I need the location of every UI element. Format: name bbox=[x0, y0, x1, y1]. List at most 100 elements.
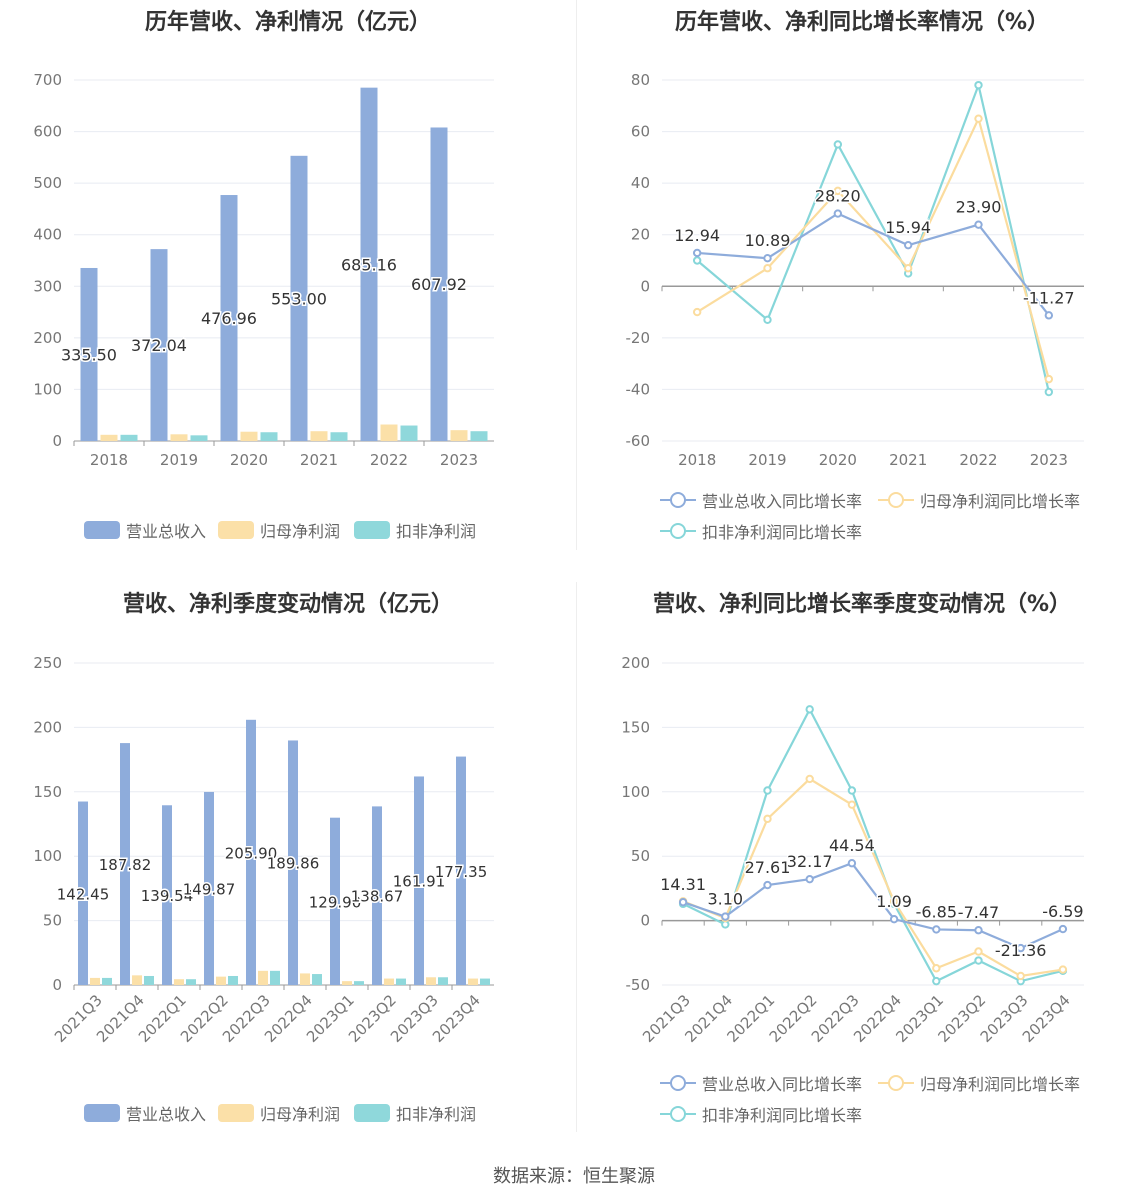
bar-0 bbox=[430, 127, 448, 441]
y-tick-label: 100 bbox=[33, 380, 62, 398]
legend-item-q-deducted-growth[interactable]: 扣非净利润同比增长率 bbox=[660, 1102, 862, 1126]
x-tick-label: 2018 bbox=[678, 451, 716, 469]
legend-item-q-revenue-growth[interactable]: 营业总收入同比增长率 bbox=[660, 1071, 862, 1095]
legend-item-revenue[interactable]: 营业总收入 bbox=[84, 518, 206, 542]
data-label: 44.54 bbox=[829, 836, 875, 855]
data-label: 553.00 bbox=[271, 289, 327, 308]
data-label: 28.20 bbox=[815, 187, 861, 206]
series-point-1 bbox=[932, 964, 941, 973]
bar-0 bbox=[372, 806, 382, 985]
bar-0 bbox=[80, 267, 98, 441]
bar-1 bbox=[240, 431, 258, 441]
series-point-0 bbox=[721, 912, 730, 921]
data-label: 10.89 bbox=[745, 231, 791, 250]
series-point-0 bbox=[763, 254, 772, 263]
data-label: 161.91 bbox=[393, 873, 446, 891]
bar-2 bbox=[102, 977, 112, 985]
bar-2 bbox=[120, 434, 138, 441]
legend-swatch-parent-growth bbox=[878, 491, 914, 509]
y-tick-label: 400 bbox=[33, 226, 62, 244]
quarter-bar-title: 营收、净利季度变动情况（亿元） bbox=[122, 592, 453, 617]
data-label: 607.92 bbox=[411, 275, 467, 294]
series-point-0 bbox=[974, 220, 983, 229]
bar-1 bbox=[216, 976, 226, 985]
data-label: 14.31 bbox=[660, 875, 706, 894]
x-tick-label: 2022 bbox=[959, 451, 997, 469]
divider-bottom bbox=[576, 582, 577, 1132]
legend-item-deducted-growth[interactable]: 扣非净利润同比增长率 bbox=[660, 519, 862, 543]
series-point-2 bbox=[692, 256, 702, 265]
series-point-0 bbox=[833, 209, 843, 218]
bar-0 bbox=[290, 155, 308, 441]
annual-line-title: 历年营收、净利同比增长率情况（%） bbox=[674, 10, 1050, 35]
x-tick-label: 2023 bbox=[1030, 451, 1068, 469]
bar-1 bbox=[90, 977, 100, 985]
series-point-2 bbox=[763, 786, 772, 795]
y-tick-label: 20 bbox=[631, 226, 650, 244]
data-label: -11.27 bbox=[1023, 288, 1075, 307]
y-tick-label: 150 bbox=[621, 718, 650, 736]
legend-item-q-deducted-profit[interactable]: 扣非净利润 bbox=[354, 1101, 476, 1125]
data-label: 685.16 bbox=[341, 255, 397, 274]
x-tick-label: 2023Q4 bbox=[1019, 991, 1074, 1046]
bar-1 bbox=[380, 424, 398, 441]
bar-2 bbox=[396, 978, 406, 985]
bar-2 bbox=[438, 977, 448, 985]
legend-item-parent-growth[interactable]: 归母净利润同比增长率 bbox=[878, 488, 1080, 512]
divider-top bbox=[576, 0, 577, 550]
legend-item-q-revenue[interactable]: 营业总收入 bbox=[84, 1101, 206, 1125]
series-line-1 bbox=[682, 777, 1064, 978]
series-point-0 bbox=[805, 874, 814, 884]
legend-item-deducted-profit[interactable]: 扣非净利润 bbox=[354, 518, 476, 542]
data-label: 3.10 bbox=[707, 890, 743, 909]
series-point-1 bbox=[974, 114, 983, 123]
bar-1 bbox=[174, 979, 184, 985]
y-tick-label: 200 bbox=[621, 654, 650, 672]
series-point-0 bbox=[1016, 943, 1025, 953]
data-label: 138.67 bbox=[351, 888, 404, 906]
quarter-line-chart: -500501001502002021Q32021Q42022Q12022Q22… bbox=[621, 654, 1085, 1046]
annual-bar-chart: 0 100 200 300 400 500 600 700 2018 2019 2020 2021 20… bbox=[33, 71, 494, 469]
legend-item-q-parent-profit[interactable]: 归母净利润 bbox=[218, 1101, 340, 1125]
bar-0 bbox=[414, 776, 424, 985]
bar-1 bbox=[468, 978, 478, 985]
x-tick-label: 2020 bbox=[230, 451, 268, 469]
series-point-0 bbox=[889, 914, 899, 924]
y-tick-label: 300 bbox=[33, 277, 62, 295]
series-point-0 bbox=[1058, 924, 1068, 934]
y-tick-label: -20 bbox=[626, 329, 651, 347]
data-label: -6.59 bbox=[1042, 902, 1083, 921]
legend-item-revenue-growth[interactable]: 营业总收入同比增长率 bbox=[660, 488, 862, 512]
bar-1 bbox=[384, 978, 394, 985]
y-tick-label: 200 bbox=[33, 329, 62, 347]
bar-2 bbox=[144, 975, 154, 985]
y-tick-label: 700 bbox=[33, 71, 62, 89]
y-tick-label: 0 bbox=[52, 976, 62, 994]
legend-item-parent-profit[interactable]: 归母净利润 bbox=[218, 518, 340, 542]
legend-swatch-revenue bbox=[84, 521, 120, 539]
bar-2 bbox=[260, 432, 278, 441]
bar-2 bbox=[270, 970, 280, 985]
series-point-1 bbox=[1016, 971, 1025, 981]
y-tick-label: 250 bbox=[33, 654, 62, 672]
bar-2 bbox=[470, 431, 488, 441]
legend-label-deducted-growth: 扣非净利润同比增长率 bbox=[702, 523, 863, 542]
legend-label-revenue-growth: 营业总收入同比增长率 bbox=[702, 492, 863, 511]
series-point-1 bbox=[903, 264, 913, 273]
series-point-0 bbox=[678, 897, 688, 907]
legend-item-q-parent-growth[interactable]: 归母净利润同比增长率 bbox=[878, 1071, 1080, 1095]
quarter-bar-panel: 营收、净利季度变动情况（亿元） 0 50 100 150 200 250 2021Q3 202… bbox=[0, 582, 576, 1142]
data-label: 139.54 bbox=[141, 887, 194, 905]
legend-label-q-revenue: 营业总收入 bbox=[126, 1105, 207, 1124]
bar-2 bbox=[186, 979, 196, 985]
series-point-1 bbox=[833, 186, 843, 196]
y-tick-label: 100 bbox=[33, 847, 62, 865]
data-label: 12.94 bbox=[674, 226, 720, 245]
legend-label-revenue: 营业总收入 bbox=[126, 522, 207, 541]
y-tick-label: 40 bbox=[631, 174, 650, 192]
data-label: -21.36 bbox=[995, 941, 1047, 960]
bar-1 bbox=[300, 973, 310, 985]
series-point-2 bbox=[833, 140, 843, 149]
annual-line-chart: -60 -40 -20 0 20 40 60 80 2018 2019 2020 2021 2022 20… bbox=[626, 71, 1084, 469]
x-tick-label: 2023 bbox=[440, 451, 478, 469]
